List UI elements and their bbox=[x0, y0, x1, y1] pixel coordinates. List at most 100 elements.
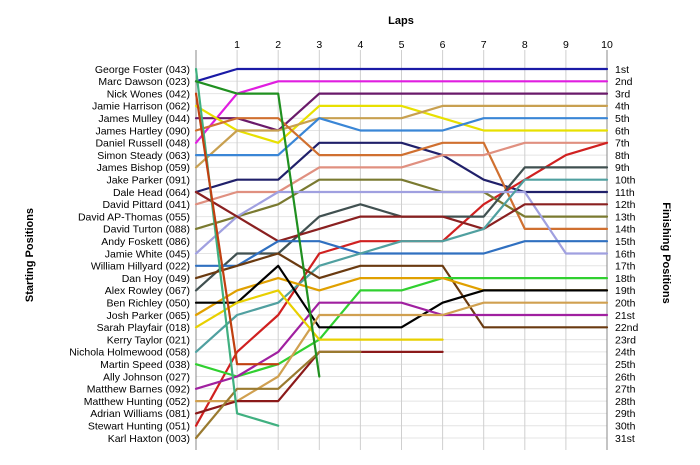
driver-position-line bbox=[194, 264, 609, 329]
driver-position-line bbox=[194, 92, 280, 366]
finishing-position-label: 12th bbox=[615, 199, 636, 211]
starting-position-label: Marc Dawson (023) bbox=[98, 76, 190, 88]
finishing-position-label: 7th bbox=[615, 138, 630, 150]
driver-position-line bbox=[194, 117, 609, 230]
starting-position-label: Matthew Barnes (092) bbox=[87, 384, 190, 396]
finishing-position-label: 2nd bbox=[615, 76, 633, 88]
starting-position-label: James Bishop (059) bbox=[97, 162, 190, 174]
driver-position-line bbox=[194, 252, 609, 329]
starting-position-label: Dale Head (064) bbox=[113, 187, 190, 199]
starting-position-label: Jake Parker (091) bbox=[107, 175, 190, 187]
driver-position-line bbox=[194, 178, 609, 230]
starting-position-label: David Pittard (041) bbox=[102, 199, 190, 211]
driver-position-line bbox=[194, 178, 609, 353]
finishing-position-label: 5th bbox=[615, 113, 630, 125]
driver-position-line bbox=[194, 240, 609, 267]
x-tick-label: 9 bbox=[563, 39, 569, 51]
x-tick-label: 10 bbox=[601, 39, 613, 51]
starting-position-label: Stewart Hunting (051) bbox=[88, 421, 190, 433]
finishing-position-label: 19th bbox=[615, 285, 636, 297]
driver-position-line bbox=[194, 80, 609, 144]
starting-position-label: Adrian Williams (081) bbox=[90, 408, 190, 420]
finishing-position-label: 8th bbox=[615, 150, 630, 162]
driver-position-line bbox=[194, 350, 362, 440]
starting-position-label: Ben Richley (050) bbox=[107, 298, 190, 310]
finishing-position-label: 29th bbox=[615, 408, 636, 420]
driver-position-line bbox=[194, 117, 609, 157]
starting-position-label: Karl Haxton (003) bbox=[108, 433, 190, 445]
driver-position-line bbox=[194, 141, 609, 194]
driver-position-line bbox=[194, 92, 609, 132]
driver-position-line bbox=[194, 301, 609, 403]
y-axis-title-left: Starting Positions bbox=[24, 208, 36, 302]
driver-position-line bbox=[194, 301, 609, 390]
starting-position-label: Dan Hoy (049) bbox=[122, 273, 190, 285]
finishing-position-label: 10th bbox=[615, 175, 636, 187]
finishing-position-label: 14th bbox=[615, 224, 636, 236]
x-tick-label: 6 bbox=[440, 39, 446, 51]
finishing-position-label: 18th bbox=[615, 273, 636, 285]
starting-position-label: Matthew Hunting (052) bbox=[84, 396, 190, 408]
driver-position-line bbox=[194, 80, 321, 378]
driver-position-line bbox=[194, 190, 609, 243]
y-axis-title-right: Finishing Positions bbox=[660, 202, 672, 303]
finishing-position-label: 24th bbox=[615, 347, 636, 359]
finishing-position-label: 25th bbox=[615, 359, 636, 371]
starting-position-label: James Hartley (090) bbox=[95, 125, 190, 137]
driver-position-line bbox=[194, 289, 444, 341]
driver-position-line bbox=[194, 104, 609, 169]
x-tick-label: 2 bbox=[275, 39, 281, 51]
starting-position-label: Ally Johnson (027) bbox=[103, 371, 190, 383]
starting-position-label: Nick Wones (042) bbox=[107, 88, 190, 100]
x-tick-label: 1 bbox=[234, 39, 240, 51]
finishing-position-label: 17th bbox=[615, 261, 636, 273]
starting-position-label: David AP-Thomas (055) bbox=[78, 211, 190, 223]
finishing-position-label: 22nd bbox=[615, 322, 639, 334]
finishing-position-label: 23rd bbox=[615, 334, 636, 346]
starting-position-label: Josh Parker (065) bbox=[107, 310, 190, 322]
starting-position-label: Nichola Holmewood (058) bbox=[69, 347, 190, 359]
finishing-position-label: 31st bbox=[615, 433, 635, 445]
finishing-position-labels: 1st2nd3rd4th5th6th7th8th9th10th11th12th1… bbox=[615, 64, 639, 445]
x-tick-label: 7 bbox=[481, 39, 487, 51]
starting-position-labels: George Foster (043)Marc Dawson (023)Nick… bbox=[69, 64, 190, 445]
starting-position-label: Jamie White (045) bbox=[105, 248, 190, 260]
finishing-position-label: 28th bbox=[615, 396, 636, 408]
x-tick-label: 3 bbox=[316, 39, 322, 51]
driver-position-line bbox=[194, 104, 609, 144]
starting-position-label: William Hillyard (022) bbox=[91, 261, 190, 273]
starting-position-label: Alex Rowley (067) bbox=[105, 285, 190, 297]
finishing-position-label: 3rd bbox=[615, 88, 630, 100]
starting-position-label: Andy Foskett (086) bbox=[101, 236, 190, 248]
finishing-position-label: 6th bbox=[615, 125, 630, 137]
x-tick-labels: 1 2 3 4 5 6 7 8 9 10 bbox=[234, 39, 613, 51]
finishing-position-label: 16th bbox=[615, 248, 636, 260]
finishing-position-label: 27th bbox=[615, 384, 636, 396]
starting-position-label: Daniel Russell (048) bbox=[95, 138, 190, 150]
starting-position-label: Sarah Playfair (018) bbox=[97, 322, 190, 334]
finishing-position-label: 26th bbox=[615, 371, 636, 383]
driver-position-line bbox=[194, 277, 609, 378]
finishing-position-label: 13th bbox=[615, 211, 636, 223]
series-layer bbox=[194, 67, 609, 440]
starting-position-label: Martin Speed (038) bbox=[100, 359, 190, 371]
starting-position-label: Simon Steady (063) bbox=[97, 150, 190, 162]
starting-position-label: James Mulley (044) bbox=[98, 113, 190, 125]
driver-position-line bbox=[194, 190, 609, 255]
finishing-position-label: 21st bbox=[615, 310, 635, 322]
starting-position-label: David Turton (088) bbox=[103, 224, 190, 236]
finishing-position-label: 1st bbox=[615, 64, 629, 76]
finishing-position-label: 4th bbox=[615, 101, 630, 113]
x-tick-label: 5 bbox=[399, 39, 405, 51]
starting-position-label: George Foster (043) bbox=[95, 64, 190, 76]
finishing-position-label: 20th bbox=[615, 298, 636, 310]
starting-position-label: Jamie Harrison (062) bbox=[92, 101, 190, 113]
driver-position-line bbox=[194, 141, 609, 206]
finishing-position-label: 30th bbox=[615, 421, 636, 433]
finishing-position-label: 15th bbox=[615, 236, 636, 248]
x-axis-title: Laps bbox=[388, 15, 414, 27]
finishing-position-label: 9th bbox=[615, 162, 630, 174]
driver-position-line bbox=[194, 67, 609, 83]
x-tick-label: 8 bbox=[522, 39, 528, 51]
